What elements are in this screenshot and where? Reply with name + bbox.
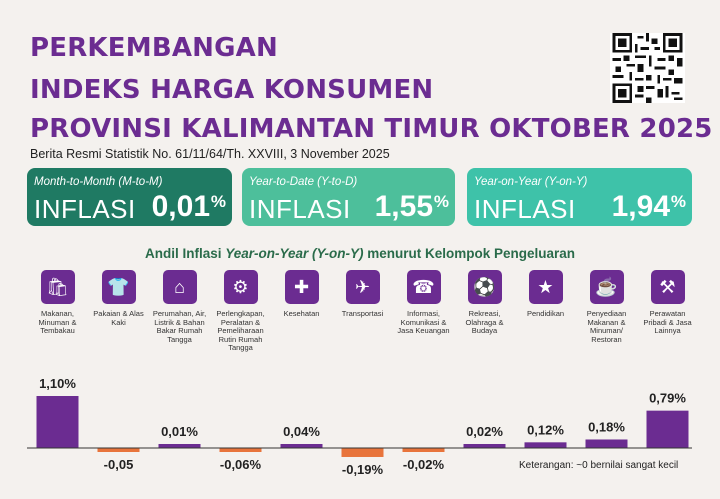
- card-period: Year-on-Year (Y-on-Y): [474, 176, 588, 188]
- data-label: -0,05: [104, 457, 134, 472]
- data-label: 0,01%: [161, 424, 198, 439]
- data-label: -0,06%: [220, 457, 262, 472]
- bar: [341, 448, 384, 457]
- chart-title-prefix: Andil Inflasi: [144, 246, 226, 261]
- category-label: Makanan, Minuman & Tembakau: [38, 309, 77, 335]
- data-label: 0,79%: [649, 391, 686, 406]
- bar: [402, 448, 445, 452]
- restaurant-icon: ☕: [589, 270, 624, 304]
- card-value: 1,94: [611, 190, 670, 223]
- bar: [463, 444, 506, 448]
- card-period: Month-to-Month (M-to-M): [34, 176, 163, 188]
- category-label: Informasi, Komunikasi & Jasa Keuangan: [397, 309, 450, 335]
- chart-title: Andil Inflasi Year-on-Year (Y-on-Y) menu…: [0, 246, 720, 261]
- category-label: Rekreasi, Olahraga & Budaya: [465, 309, 504, 335]
- category-label: Pendidikan: [526, 309, 565, 318]
- category-label: Penyediaan Makanan & Minuman/ Restoran: [586, 309, 627, 344]
- chart-note: Keterangan: ~0 bernilai sangat kecil: [519, 460, 679, 471]
- data-label: 0,18%: [588, 419, 625, 434]
- title-line-2: INDEKS HARGA KONSUMEN: [30, 75, 434, 105]
- category-label: Transportasi: [341, 309, 384, 318]
- yoy-inflation-card: Year-on-Year (Y-on-Y) INFLASI 1,94 %: [467, 168, 692, 226]
- mtm-inflation-card: Month-to-Month (M-to-M) INFLASI 0,01 %: [27, 168, 232, 226]
- bar: [97, 448, 140, 452]
- graduation-icon: ★: [528, 270, 563, 304]
- title-line-3: PROVINSI KALIMANTAN TIMUR OKTOBER 2025: [30, 114, 713, 144]
- category-label: Perlengkapan, Peralatan & Pemeliharaan R…: [216, 309, 265, 352]
- bar: [524, 442, 567, 448]
- data-label: 0,04%: [283, 424, 320, 439]
- card-label: INFLASI: [249, 194, 351, 224]
- qr-code-icon: [610, 33, 685, 103]
- bar: [158, 444, 201, 448]
- category-label: Perawatan Pribadi & Jasa Lainnya: [643, 309, 692, 335]
- data-label: -0,19%: [342, 462, 384, 477]
- bar: [280, 444, 323, 448]
- food-icon: 🛍: [40, 270, 75, 304]
- airplane-icon: ✈: [345, 270, 380, 304]
- card-value: 1,55: [374, 190, 433, 223]
- card-unit: %: [210, 192, 226, 211]
- appliance-icon: ⚙: [223, 270, 258, 304]
- chart-title-suffix: menurut Kelompok Pengeluaran: [363, 246, 576, 261]
- data-label: 1,10%: [39, 376, 76, 391]
- category-label: Pakaian & Alas Kaki: [93, 309, 144, 327]
- data-label: 0,02%: [466, 424, 503, 439]
- title-line-1: PERKEMBANGAN: [30, 33, 278, 63]
- bar: [219, 448, 262, 452]
- clothing-icon: 👕: [101, 270, 136, 304]
- card-unit: %: [433, 192, 449, 211]
- card-label: INFLASI: [34, 194, 136, 224]
- card-label: INFLASI: [474, 194, 576, 224]
- data-label: 0,12%: [527, 422, 564, 437]
- tools-icon: ⚒: [650, 270, 685, 304]
- subtitle: Berita Resmi Statistik No. 61/11/64/Th. …: [30, 147, 390, 161]
- house-icon: ⌂: [162, 270, 197, 304]
- category-label: Kesehatan: [283, 309, 320, 318]
- bar: [585, 439, 628, 448]
- card-unit: %: [670, 192, 686, 211]
- sports-icon: ⚽: [467, 270, 502, 304]
- category-label: Perumahan, Air, Listrik & Bahan Bakar Ru…: [152, 309, 207, 344]
- card-period: Year-to-Date (Y-to-D): [249, 176, 358, 188]
- phone-icon: ☎: [406, 270, 441, 304]
- ytd-inflation-card: Year-to-Date (Y-to-D) INFLASI 1,55 %: [242, 168, 455, 226]
- health-icon: ✚: [284, 270, 319, 304]
- bar: [646, 410, 689, 448]
- chart-title-italic: Year-on-Year (Y-on-Y): [225, 246, 364, 261]
- bar: [36, 396, 79, 448]
- data-label: -0,02%: [403, 457, 445, 472]
- card-value: 0,01: [151, 190, 210, 223]
